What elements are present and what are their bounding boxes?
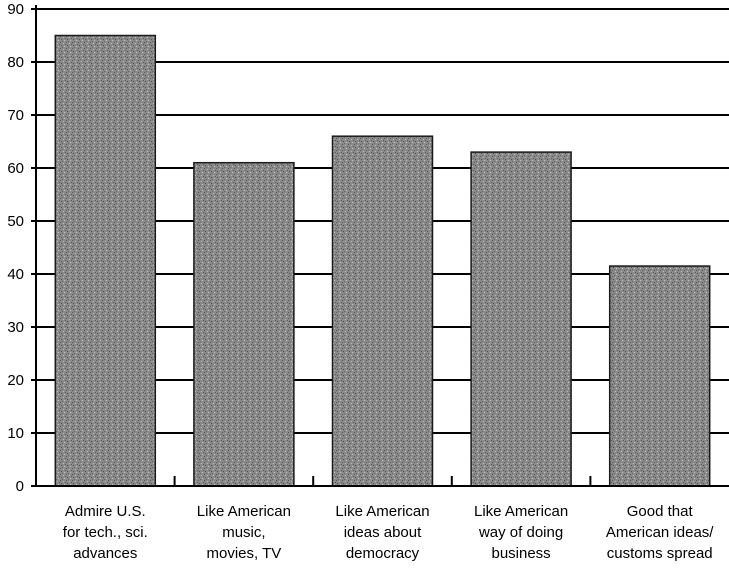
x-category-label-line: Good that (627, 503, 694, 520)
x-category-label-line: for tech., sci. (63, 524, 148, 541)
y-tick-label: 20 (7, 372, 24, 389)
bar (608, 265, 711, 487)
y-tick-labels: 0 10 20 30 40 50 60 70 80 90 (7, 1, 24, 495)
x-category-label-line: music, (222, 524, 265, 541)
bar (331, 135, 434, 487)
x-category-label-line: movies, TV (207, 545, 282, 562)
y-tick-label: 80 (7, 54, 24, 71)
bar (193, 161, 295, 487)
x-category-label-line: business (491, 545, 550, 562)
x-category-label-line: democracy (346, 545, 420, 562)
x-category-label-line: advances (73, 545, 137, 562)
x-category-label: Good that American ideas/customs spread (606, 503, 714, 562)
y-tick-label: 40 (7, 266, 24, 283)
x-category-label-line: Like American (197, 503, 291, 520)
x-category-label-line: Like American (474, 503, 568, 520)
y-tick-label: 0 (16, 478, 24, 495)
bar (470, 151, 572, 487)
bar (54, 34, 157, 487)
x-category-label: Admire U.S. for tech., sci. advances (63, 503, 148, 562)
y-tick-label: 70 (7, 107, 24, 124)
bars (54, 34, 711, 487)
x-category-label-line: Like American (335, 503, 429, 520)
x-category-label: Like American way of doing business (474, 503, 568, 562)
x-category-labels: Admire U.S. for tech., sci. advances Like A… (63, 503, 715, 562)
y-tick-label: 50 (7, 213, 24, 230)
x-category-label-line: Admire U.S. (65, 503, 146, 520)
x-category-label-line: American ideas/ (606, 524, 714, 541)
axes (31, 5, 729, 487)
x-category-label-line: customs spread (607, 545, 713, 562)
y-tick-label: 10 (7, 425, 24, 442)
y-tick-label: 60 (7, 160, 24, 177)
x-category-label-line: ideas about (344, 524, 422, 541)
x-category-label-line: way of doing (478, 524, 563, 541)
y-tick-label: 90 (7, 1, 24, 18)
y-tick-label: 30 (7, 319, 24, 336)
x-category-label: Like American music, movies, TV (197, 503, 291, 562)
x-category-label: Like American ideas about democracy (335, 503, 429, 562)
